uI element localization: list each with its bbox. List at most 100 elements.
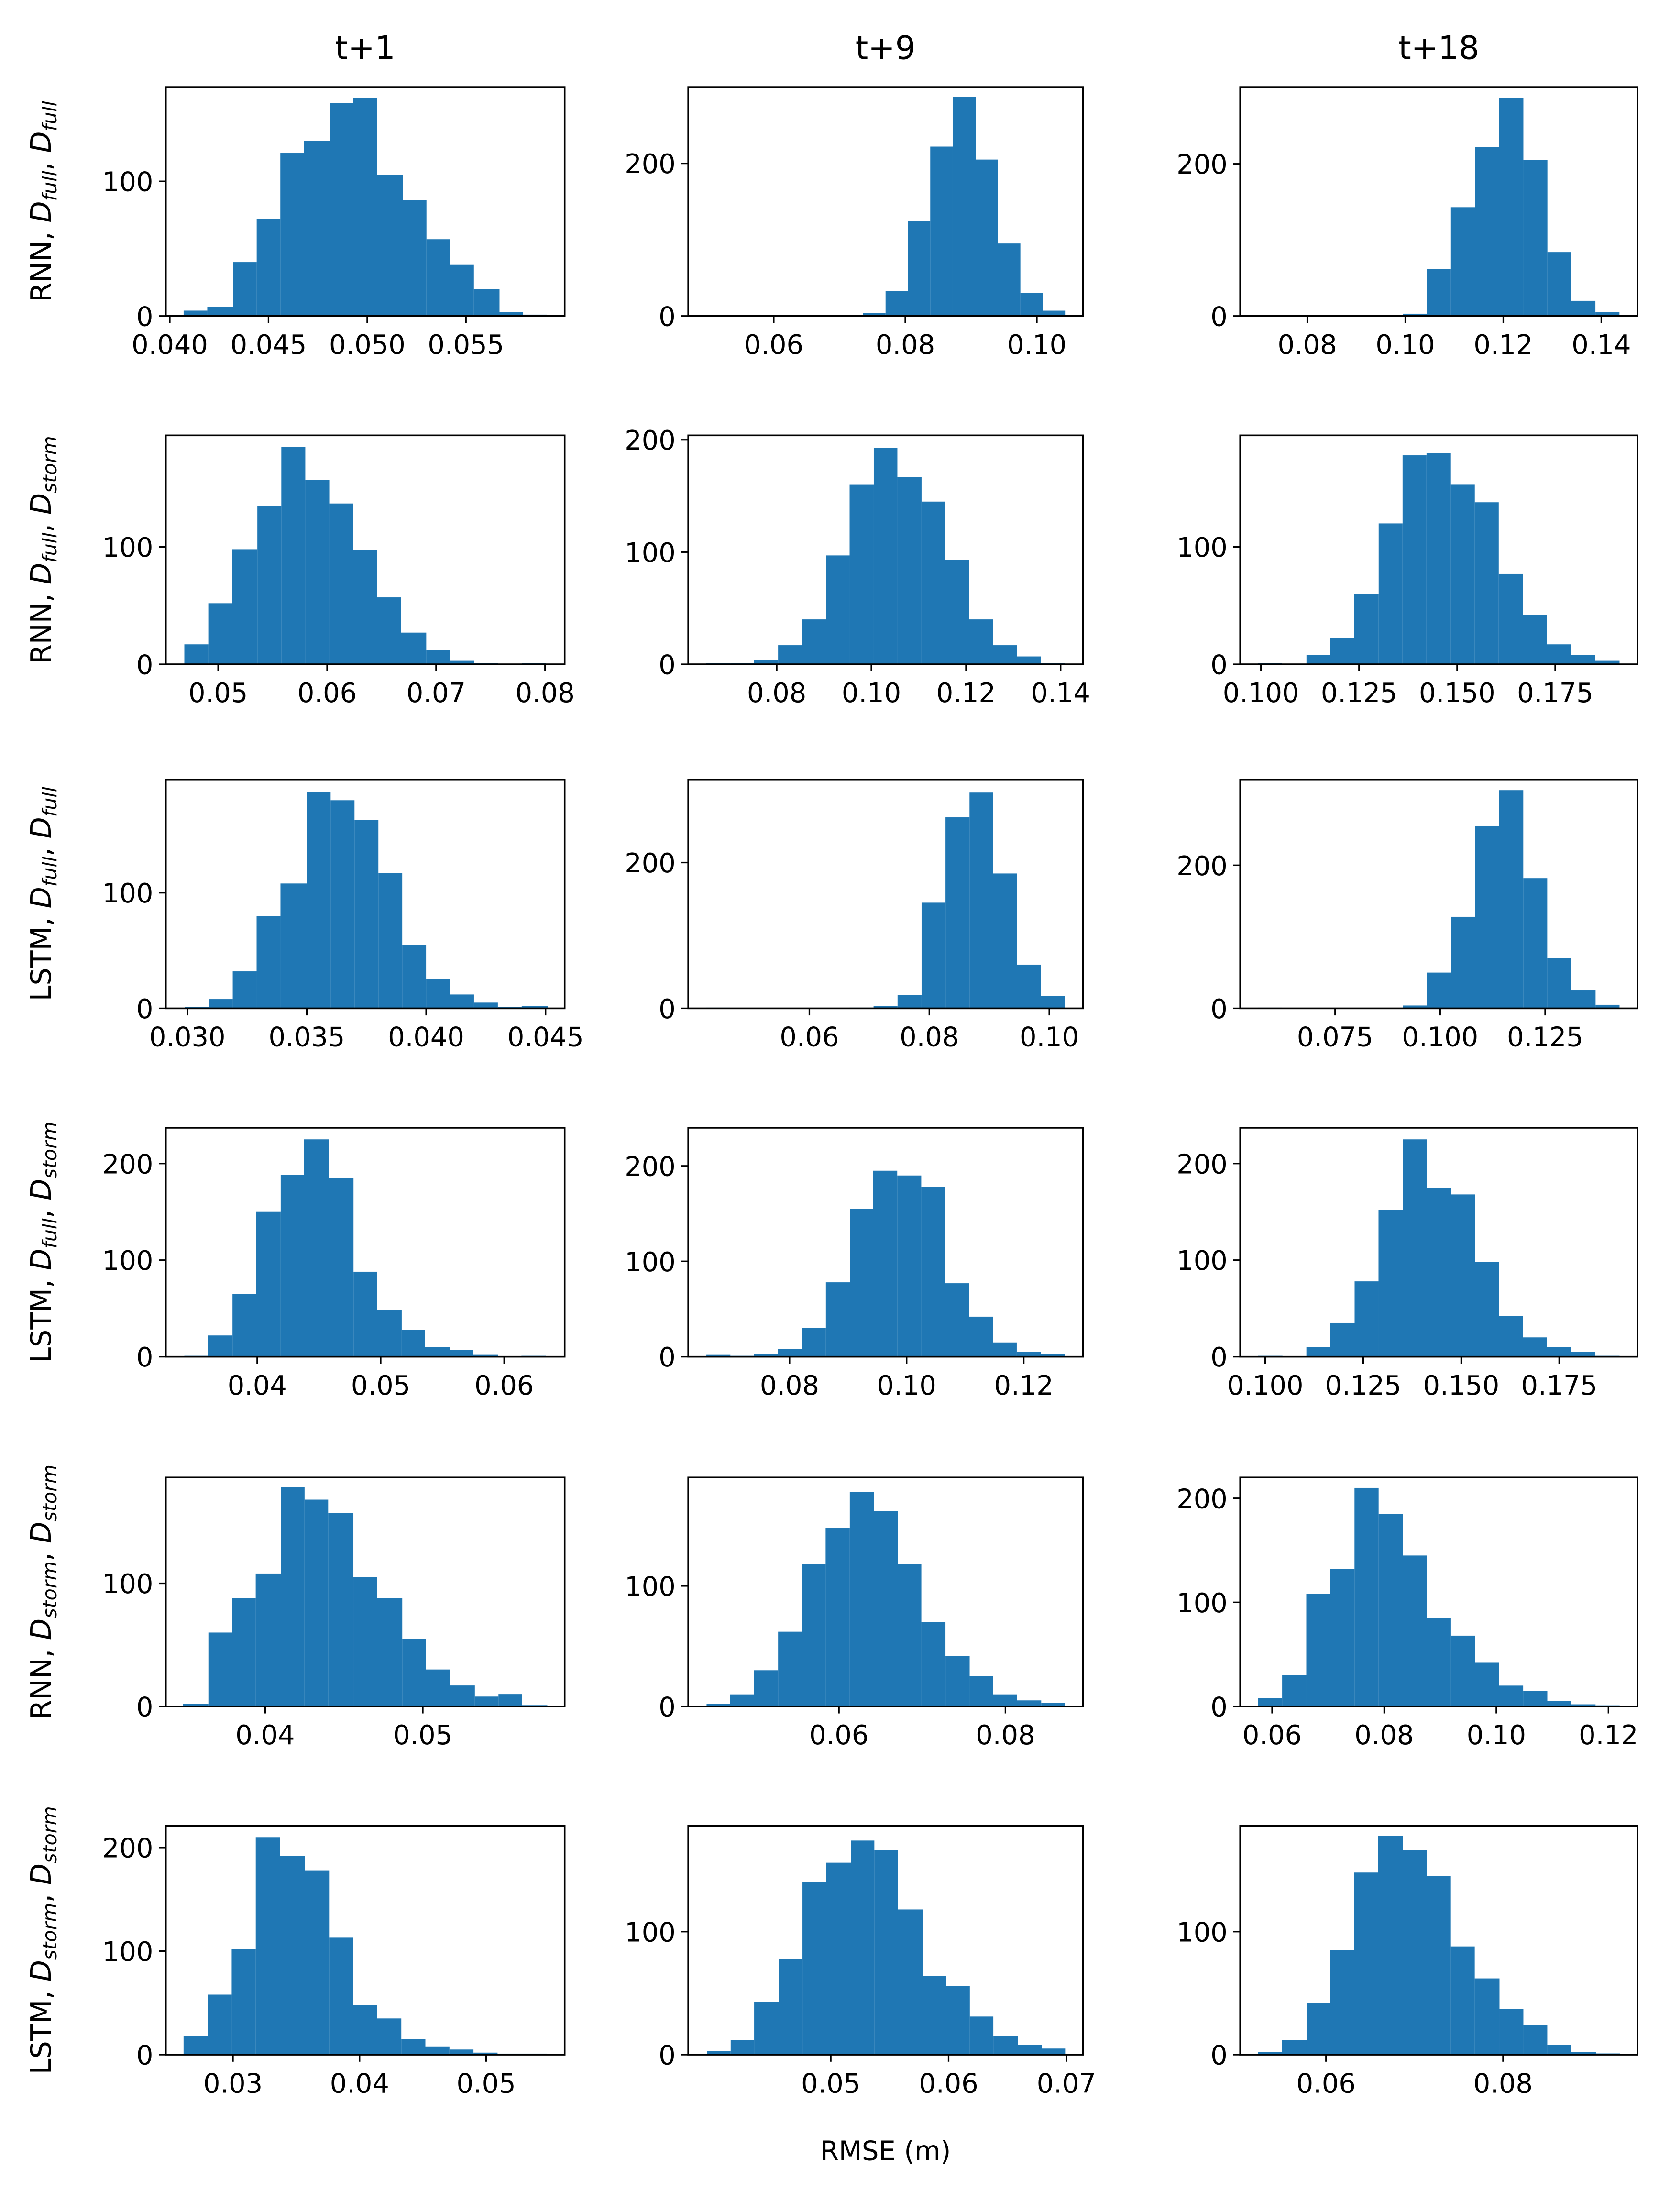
- bar: [993, 873, 1017, 1009]
- x-tick-label: 0.04: [235, 1720, 295, 1751]
- x-tick-label: 0.08: [1473, 2068, 1533, 2099]
- bar: [450, 264, 474, 316]
- bar: [450, 1685, 475, 1706]
- bar: [256, 916, 281, 1009]
- bar: [754, 2002, 779, 2055]
- bar: [208, 1335, 233, 1357]
- x-tick-label: 0.050: [329, 330, 406, 361]
- y-tick-label: 0: [1210, 301, 1228, 332]
- y-tick-label: 0: [136, 1342, 154, 1373]
- bar: [1547, 958, 1571, 1009]
- bar: [1042, 2048, 1066, 2055]
- y-tick-label: 0: [136, 301, 154, 332]
- bar: [1018, 2045, 1042, 2055]
- row-label-part: storm: [38, 1806, 61, 1863]
- bar: [825, 1528, 850, 1706]
- x-tick-label: 0.14: [1571, 330, 1631, 361]
- y-tick-label: 0: [1210, 1342, 1228, 1373]
- bar: [849, 484, 874, 664]
- bar: [232, 1294, 256, 1357]
- bar: [730, 1694, 754, 1706]
- bar: [706, 1704, 730, 1706]
- bar: [353, 98, 377, 316]
- bar: [1499, 1685, 1524, 1706]
- bar: [969, 619, 993, 664]
- y-tick-label: 100: [625, 538, 675, 569]
- bar: [1403, 1850, 1427, 2055]
- row-label: LSTM, Dfull, Dfull: [24, 786, 61, 1001]
- bar: [1474, 502, 1499, 664]
- bar: [754, 660, 779, 664]
- axes-frame: [687, 1476, 1084, 1707]
- bar: [1258, 2052, 1282, 2055]
- bar: [401, 2039, 426, 2055]
- bar: [969, 2016, 994, 2055]
- axes-frame: [165, 434, 566, 665]
- row-label-part: D: [24, 201, 57, 222]
- y-tick-label: 100: [102, 532, 153, 563]
- row-label-part: LSTM,: [24, 1270, 57, 1363]
- histogram-panel: 0.06 0.08 0 100: [1176, 1825, 1638, 2099]
- bar: [1282, 1675, 1307, 1706]
- bar: [1306, 1347, 1330, 1357]
- bar: [255, 1837, 280, 2055]
- histogram-panel: 0.05 0.06 0.07 0 100: [625, 1825, 1096, 2099]
- y-tick-label: 200: [625, 1151, 675, 1182]
- bar: [826, 555, 850, 664]
- bar: [1427, 972, 1451, 1009]
- bar: [969, 1676, 993, 1706]
- bar: [450, 1350, 473, 1357]
- x-tick-label: 0.12: [1579, 1720, 1638, 1751]
- bar: [1330, 638, 1354, 664]
- axes-frame: [165, 1127, 566, 1358]
- bar: [802, 1564, 826, 1706]
- row-label-part: full: [38, 101, 61, 132]
- x-tick-label: 0.150: [1419, 678, 1495, 709]
- y-tick-label: 0: [659, 301, 676, 332]
- bar: [1378, 523, 1403, 664]
- bar: [280, 153, 304, 316]
- y-tick-label: 0: [136, 650, 154, 681]
- x-tick-label: 0.08: [516, 678, 575, 709]
- bar: [1523, 1691, 1548, 1706]
- bar: [1041, 1703, 1065, 1706]
- y-tick-label: 100: [1176, 532, 1227, 563]
- bar: [353, 550, 377, 664]
- bar: [281, 447, 306, 664]
- x-tick-label: 0.08: [876, 330, 935, 361]
- x-tick-label: 0.08: [747, 678, 806, 709]
- x-tick-label: 0.100: [1402, 1022, 1478, 1053]
- bar: [1498, 573, 1523, 664]
- histogram-panel: 0.06 0.08 0.10 0 200: [625, 779, 1084, 1053]
- histogram-panel: 0.05 0.06 0.07 0.08 0 100: [102, 434, 575, 709]
- bar: [1451, 1194, 1475, 1357]
- row-label-part: LSTM,: [24, 1981, 57, 2074]
- x-tick-label: 0.12: [1473, 330, 1533, 361]
- bar: [1523, 1337, 1547, 1357]
- x-tick-label: 0.035: [269, 1022, 345, 1053]
- bar: [1450, 207, 1475, 316]
- row-label-part: D: [24, 817, 57, 838]
- bar: [1427, 1618, 1451, 1706]
- bar: [304, 1499, 329, 1706]
- bar: [377, 175, 403, 316]
- bar: [354, 820, 379, 1009]
- bar: [209, 999, 233, 1009]
- bar: [1330, 1322, 1355, 1357]
- bar: [908, 221, 931, 316]
- x-tick-label: 0.05: [801, 2068, 860, 2099]
- bar: [1282, 2040, 1307, 2055]
- bar: [1402, 455, 1427, 664]
- bar: [328, 1513, 354, 1706]
- row-label-part: D: [24, 563, 57, 584]
- bar: [280, 883, 307, 1009]
- y-tick-label: 200: [625, 425, 675, 456]
- y-tick-label: 0: [136, 2040, 154, 2071]
- x-tick-label: 0.08: [900, 1022, 959, 1053]
- bar: [993, 1342, 1017, 1357]
- row-label-part: full: [38, 786, 61, 817]
- bar: [1017, 964, 1041, 1009]
- bar: [280, 1856, 305, 2055]
- bar: [993, 2036, 1018, 2055]
- axes-frame: [1239, 86, 1638, 317]
